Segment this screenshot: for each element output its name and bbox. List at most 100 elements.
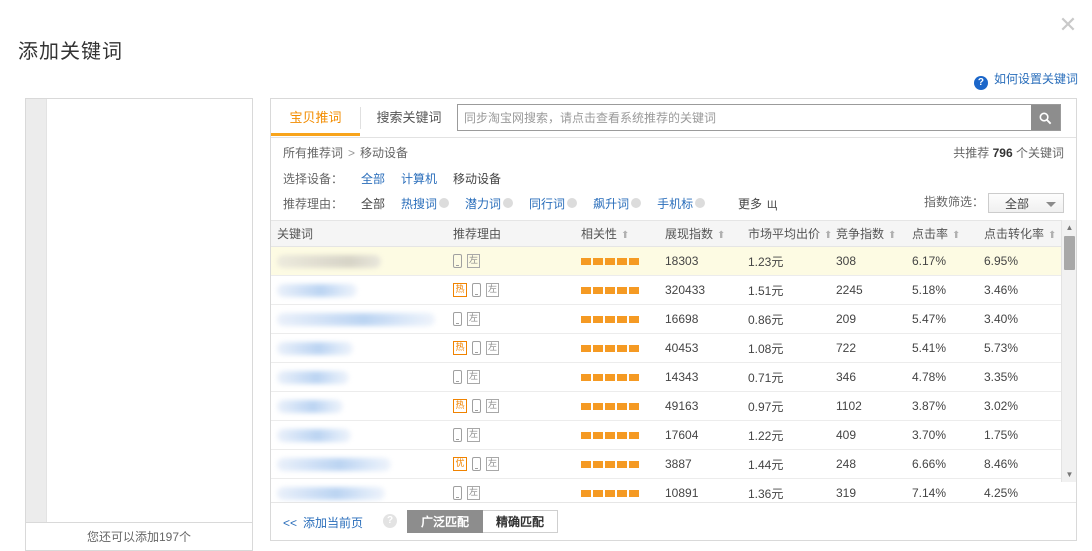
relevance-bars: [581, 286, 653, 294]
device-filter-row: 选择设备： 全部 计算机 移动设备: [271, 166, 1076, 191]
quality-badge-icon: 优: [453, 457, 467, 471]
table-body: 左 18303 1.23元 308 6.17% 6.95% 热左 320433 1.51元 224…: [271, 247, 1076, 509]
search-button[interactable]: [1031, 105, 1060, 130]
cell-ctr: 4.78%: [912, 370, 947, 384]
cell-reason: 优左: [447, 457, 575, 471]
info-dot-icon[interactable]: [567, 198, 578, 208]
device-filter-options: 全部 计算机 移动设备: [361, 170, 517, 187]
column-header-competition[interactable]: 竞争指数 ⬆: [830, 225, 906, 242]
table-row[interactable]: 热左 40453 1.08元 722 5.41% 5.73%: [271, 334, 1076, 363]
breadcrumb-row: 所有推荐词 > 移动设备 共推荐 796 个关键词: [271, 138, 1076, 166]
reason-option-rising[interactable]: 飙升词: [593, 197, 642, 211]
table-row[interactable]: 左 16698 0.86元 209 5.47% 3.40%: [271, 305, 1076, 334]
scrollbar-thumb[interactable]: [1064, 236, 1075, 270]
cell-cvr: 3.46%: [984, 283, 1019, 297]
close-icon[interactable]: ✕: [1058, 13, 1078, 38]
left-position-icon: 左: [486, 457, 499, 471]
left-position-icon: 左: [486, 341, 499, 355]
reason-option-potential[interactable]: 潜力词: [465, 197, 514, 211]
hot-badge-icon: 热: [453, 399, 467, 413]
selected-keywords-panel: [25, 98, 253, 523]
breadcrumb: 所有推荐词 > 移动设备: [283, 144, 408, 161]
cell-avg-price: 1.08元: [748, 341, 784, 356]
total-suffix: 个关键词: [1015, 146, 1064, 160]
sort-arrow-icon: ⬆: [717, 230, 726, 241]
cell-avg-price: 1.44元: [748, 457, 784, 472]
relevance-bars: [581, 431, 653, 439]
reason-option-peer[interactable]: 同行词: [529, 197, 578, 211]
index-filter-value: 全部: [1005, 197, 1030, 211]
remaining-quota-label: 您还可以添加197个: [25, 523, 253, 551]
table-row[interactable]: 优左 3887 1.44元 248 6.66% 8.46%: [271, 450, 1076, 479]
reason-icon-group: 热左: [453, 399, 569, 413]
column-header-competition-label: 竞争指数: [836, 227, 885, 241]
column-header-ctr[interactable]: 点击率 ⬆: [906, 225, 978, 242]
cell-relevance: [575, 257, 659, 265]
match-type-group: 广泛匹配 精确匹配: [407, 510, 559, 533]
table-row[interactable]: 左 14343 0.71元 346 4.78% 3.35%: [271, 363, 1076, 392]
cell-competition: 722: [836, 341, 857, 355]
column-header-avg-price[interactable]: 市场平均出价 ⬆: [742, 225, 832, 242]
relevance-bars: [581, 402, 653, 410]
reason-option-mobile-tag[interactable]: 手机标: [657, 197, 706, 211]
table-row[interactable]: 左 17604 1.22元 409 3.70% 1.75%: [271, 421, 1076, 450]
search-input[interactable]: [458, 105, 1032, 130]
more-filters-label: 更多: [738, 197, 763, 211]
cell-avg-price: 0.86元: [748, 312, 784, 327]
exact-match-button[interactable]: 精确匹配: [483, 510, 559, 533]
cell-cvr: 3.35%: [984, 370, 1019, 384]
device-option-all[interactable]: 全部: [361, 172, 386, 186]
info-dot-icon[interactable]: [439, 198, 450, 208]
cell-keyword: [271, 486, 447, 500]
reason-option-all[interactable]: 全部: [361, 197, 386, 211]
panel-side-strip: [26, 99, 47, 522]
more-filters-button[interactable]: 更多 Щ: [738, 195, 777, 212]
reason-option-hot[interactable]: 热搜词: [401, 197, 450, 211]
reason-icon-group: 热左: [453, 341, 569, 355]
cell-keyword: [271, 254, 447, 268]
redacted-keyword: [277, 428, 351, 442]
column-header-relevance[interactable]: 相关性 ⬆: [575, 225, 659, 242]
cell-avg-price: 1.36元: [748, 486, 784, 501]
device-option-mobile[interactable]: 移动设备: [453, 172, 502, 186]
tab-search-keyword[interactable]: 搜索关键词: [376, 110, 442, 125]
caret-down-icon[interactable]: ▼: [1065, 470, 1074, 479]
redacted-keyword: [277, 399, 343, 413]
cell-ctr: 5.18%: [912, 283, 947, 297]
reason-icon-group: 优左: [453, 457, 569, 471]
reason-filter-label: 推荐理由：: [283, 197, 344, 211]
tab-baobei-tuici[interactable]: 宝贝推词: [271, 99, 360, 136]
mobile-icon: [453, 254, 462, 268]
info-dot-icon[interactable]: [503, 198, 514, 208]
cell-ctr: 3.87%: [912, 399, 947, 413]
column-header-cvr-label: 点击转化率: [984, 227, 1045, 241]
cell-competition: 248: [836, 457, 857, 471]
caret-up-icon[interactable]: ▲: [1065, 223, 1074, 232]
cell-relevance: [575, 373, 659, 381]
add-arrows-icon: <<: [283, 516, 298, 530]
column-header-keyword: 关键词: [277, 227, 314, 241]
index-filter-select[interactable]: 全部: [988, 193, 1064, 213]
table-row[interactable]: 热左 49163 0.97元 1102 3.87% 3.02%: [271, 392, 1076, 421]
cell-impressions: 18303: [665, 254, 699, 268]
sort-arrow-icon: ⬆: [888, 230, 897, 241]
table-row[interactable]: 热左 320433 1.51元 2245 5.18% 3.46%: [271, 276, 1076, 305]
question-mark-icon[interactable]: ?: [383, 514, 397, 528]
add-current-page-button[interactable]: << 添加当前页: [283, 514, 363, 531]
column-header-cvr[interactable]: 点击转化率 ⬆: [978, 225, 1064, 242]
device-option-pc[interactable]: 计算机: [401, 172, 438, 186]
broad-match-button[interactable]: 广泛匹配: [407, 510, 484, 533]
column-header-impressions[interactable]: 展现指数 ⬆: [659, 225, 742, 242]
reason-icon-group: 左: [453, 428, 569, 442]
question-mark-icon: ?: [973, 76, 988, 90]
mobile-icon: [453, 486, 462, 500]
table-row[interactable]: 左 18303 1.23元 308 6.17% 6.95%: [271, 247, 1076, 276]
cell-avg-price: 1.23元: [748, 254, 784, 269]
reason-option-rising-label: 飙升词: [593, 197, 630, 211]
info-dot-icon[interactable]: [695, 198, 706, 208]
breadcrumb-root[interactable]: 所有推荐词: [283, 146, 344, 160]
how-to-set-keywords-link[interactable]: ? 如何设置关键词: [973, 70, 1078, 90]
info-dot-icon[interactable]: [631, 198, 642, 208]
cell-relevance: [575, 286, 659, 294]
table-scrollbar[interactable]: ▲ ▼: [1061, 220, 1076, 482]
